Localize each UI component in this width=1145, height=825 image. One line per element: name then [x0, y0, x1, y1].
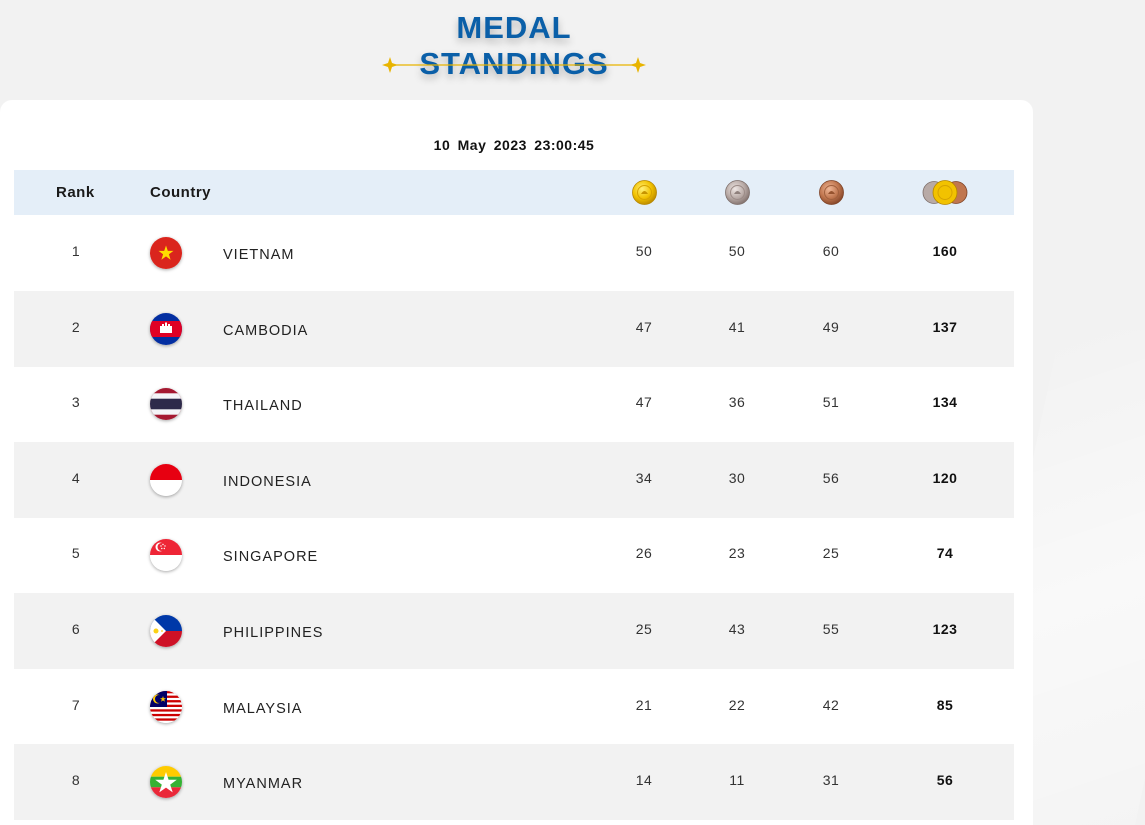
total-count: 74 [936, 545, 954, 561]
bronze-count: 56 [822, 470, 840, 486]
silver-medal-icon [725, 180, 750, 205]
total-count: 120 [932, 470, 958, 486]
rank-cell: 3 [71, 394, 81, 410]
rank-column-header: Rank [56, 184, 95, 201]
rank-cell: 6 [71, 621, 81, 637]
table-row[interactable]: 2 CAMBODIA 47 41 49 137 [14, 291, 1014, 367]
gold-count: 25 [635, 621, 653, 637]
rank-cell: 5 [71, 545, 81, 561]
silver-count: 50 [728, 243, 746, 259]
silver-count: 23 [728, 545, 746, 561]
sparkle-icon [382, 57, 398, 73]
gold-count: 21 [635, 697, 653, 713]
country-name[interactable]: PHILIPPINES [223, 625, 324, 641]
total-count: 160 [932, 243, 958, 259]
sparkle-icon [630, 57, 646, 73]
gold-count: 14 [635, 772, 653, 788]
table-row[interactable]: 1 VIETNAM 50 50 60 160 [14, 215, 1014, 291]
table-header: Rank Country [14, 170, 1014, 215]
country-name[interactable]: CAMBODIA [223, 323, 309, 339]
last-updated-timestamp: 10 May 2023 23:00:45 [433, 137, 595, 153]
rank-cell: 2 [71, 319, 81, 335]
rank-cell: 7 [71, 697, 81, 713]
country-name[interactable]: INDONESIA [223, 474, 312, 490]
vietnam-flag-icon [150, 237, 182, 269]
gold-count: 50 [635, 243, 653, 259]
gold-count: 34 [635, 470, 653, 486]
table-row[interactable]: 4 INDONESIA 34 30 56 120 [14, 442, 1014, 518]
table-row[interactable]: 7 MALAYSIA 21 22 42 85 [14, 669, 1014, 745]
table-row[interactable]: 8 MYANMAR 14 11 31 56 [14, 744, 1014, 820]
title-divider [382, 57, 646, 73]
bronze-count: 49 [822, 319, 840, 335]
country-column-header: Country [150, 184, 211, 201]
bronze-count: 60 [822, 243, 840, 259]
bronze-medal-icon [819, 180, 844, 205]
silver-count: 22 [728, 697, 746, 713]
table-row[interactable]: 6 PHILIPPINES 25 43 55 123 [14, 593, 1014, 669]
silver-count: 36 [728, 394, 746, 410]
country-name[interactable]: SINGAPORE [223, 549, 319, 565]
country-name[interactable]: MYANMAR [223, 776, 304, 792]
bronze-count: 31 [822, 772, 840, 788]
thailand-flag-icon [150, 388, 182, 420]
bronze-count: 25 [822, 545, 840, 561]
gold-count: 47 [635, 394, 653, 410]
country-name[interactable]: THAILAND [223, 398, 303, 414]
malaysia-flag-icon [150, 691, 182, 723]
indonesia-flag-icon [150, 464, 182, 496]
bronze-count: 55 [822, 621, 840, 637]
bronze-count: 42 [822, 697, 840, 713]
rank-cell: 1 [71, 243, 81, 259]
page-title: MEDAL STANDINGS [419, 10, 609, 81]
silver-count: 41 [728, 319, 746, 335]
rank-cell: 8 [71, 772, 81, 788]
total-count: 123 [932, 621, 958, 637]
silver-count: 43 [728, 621, 746, 637]
country-name[interactable]: MALAYSIA [223, 701, 303, 717]
total-count: 134 [932, 394, 958, 410]
cambodia-flag-icon [150, 313, 182, 345]
singapore-flag-icon [150, 539, 182, 571]
gold-count: 47 [635, 319, 653, 335]
rank-cell: 4 [71, 470, 81, 486]
silver-count: 11 [729, 772, 745, 788]
total-count: 56 [936, 772, 954, 788]
table-row[interactable]: 3 THAILAND 47 36 51 134 [14, 366, 1014, 442]
total-count: 137 [932, 319, 958, 335]
table-row[interactable]: 5 SINGAPORE 26 23 25 74 [14, 517, 1014, 593]
total-count: 85 [936, 697, 954, 713]
silver-count: 30 [728, 470, 746, 486]
gold-count: 26 [635, 545, 653, 561]
bronze-count: 51 [822, 394, 840, 410]
myanmar-flag-icon [150, 766, 182, 798]
country-name[interactable]: VIETNAM [223, 247, 295, 263]
philippines-flag-icon [150, 615, 182, 647]
gold-medal-icon [632, 180, 657, 205]
total-medals-icon [922, 180, 968, 205]
